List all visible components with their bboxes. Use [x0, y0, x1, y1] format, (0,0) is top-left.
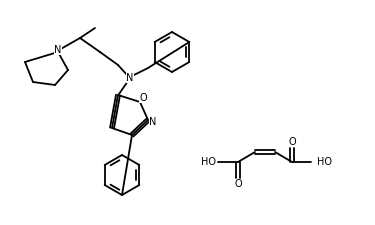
Text: O: O — [288, 137, 296, 147]
Text: HO: HO — [317, 157, 332, 167]
Text: O: O — [139, 93, 147, 103]
Text: O: O — [234, 179, 242, 189]
Text: N: N — [126, 73, 134, 83]
Text: HO: HO — [201, 157, 216, 167]
Text: N: N — [149, 117, 157, 127]
Text: N: N — [54, 45, 62, 55]
